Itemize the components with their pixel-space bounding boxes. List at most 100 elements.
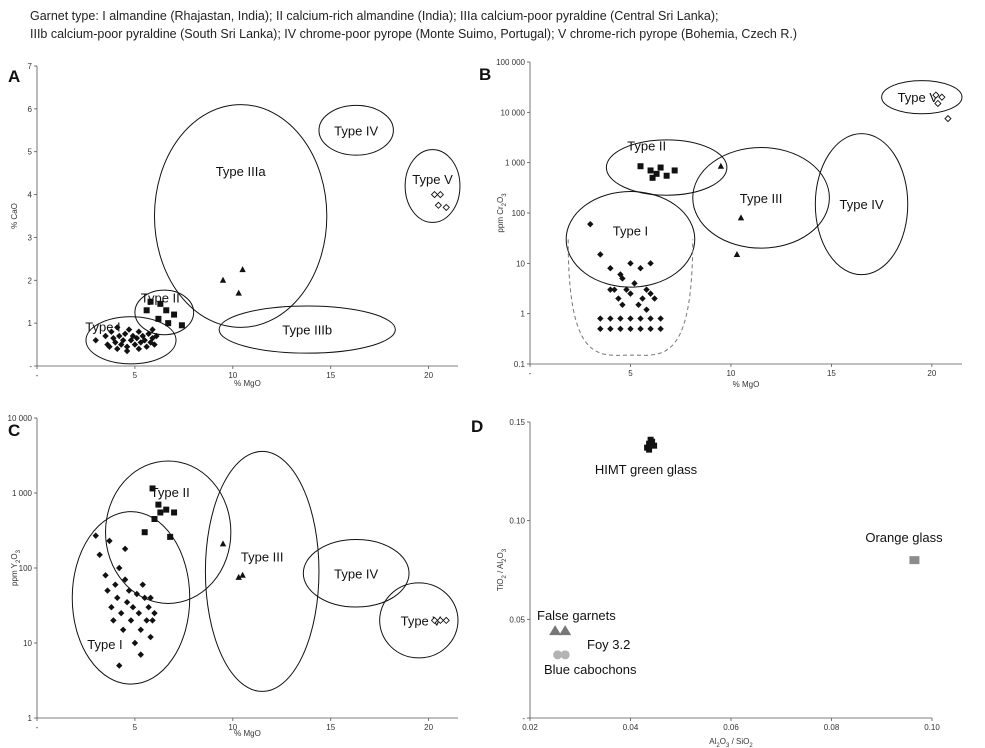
diamond-marker: [119, 337, 127, 344]
triangle-marker: [239, 571, 246, 578]
type-region-ellipse: [85, 316, 177, 365]
square-marker: [646, 440, 653, 447]
x-tick-label: 0.08: [824, 723, 840, 732]
diamond-marker: [617, 271, 624, 278]
diamond-marker: [129, 604, 137, 611]
square-marker: [163, 307, 170, 314]
diamond-marker: [647, 325, 654, 333]
y-tick-label: 100 000: [496, 58, 525, 67]
diamond-marker: [112, 581, 119, 588]
triangle-marker: [717, 162, 725, 169]
type-region-ellipse: [105, 460, 232, 604]
x-axis-label: % MgO: [234, 729, 261, 738]
x-tick-label: 0.04: [623, 723, 639, 732]
type-region-label: Type III: [740, 191, 783, 206]
diamond-marker: [149, 326, 156, 333]
x-tick-label: 15: [827, 369, 836, 378]
type-region-ellipse: [692, 147, 830, 249]
diamond-marker: [102, 332, 109, 340]
type-region-label: Type IV: [334, 566, 378, 581]
diamond-marker: [118, 609, 125, 617]
diamond-marker: [127, 617, 135, 624]
figure-caption: Garnet type: I almandine (Rhajastan, Ind…: [30, 7, 980, 43]
x-tick-label: -: [36, 723, 39, 732]
diamond-marker: [651, 295, 658, 302]
diamond-marker: [116, 332, 123, 340]
square-marker: [649, 174, 656, 181]
diamond-marker: [96, 551, 103, 558]
y-tick-label: 0.05: [509, 615, 525, 624]
x-tick-label: 0.10: [924, 723, 940, 732]
diamond-marker: [114, 324, 121, 331]
diamond-marker: [137, 651, 144, 658]
type-region-label: Type I: [87, 637, 122, 652]
x-tick-label: 10: [228, 723, 237, 732]
square-marker: [165, 320, 172, 327]
gray-circle-marker: [553, 650, 563, 660]
square-marker: [149, 485, 156, 492]
diamond-marker: [145, 604, 152, 611]
type-region-ellipse: [605, 139, 728, 196]
triangle-marker: [235, 573, 242, 580]
open-diamond-marker: [430, 616, 439, 625]
square-marker: [147, 298, 154, 305]
triangle-marker: [235, 289, 242, 296]
square-marker: [663, 172, 670, 179]
triangle-marker: [219, 540, 227, 547]
y-tick-label: 10 000: [8, 414, 33, 423]
diamond-marker: [147, 594, 154, 602]
diamond-marker: [123, 347, 131, 355]
type-region-label: Type II: [627, 139, 666, 154]
y-tick-label: 10 000: [501, 108, 526, 117]
annotation-label: HIMT green glass: [595, 462, 698, 477]
square-marker: [171, 311, 178, 318]
triangle-marker: [733, 250, 741, 257]
type-region-label: Type III: [241, 549, 284, 564]
y-axis-label: ppm Y2O3: [10, 549, 22, 586]
x-tick-label: 0.06: [723, 723, 739, 732]
diamond-marker: [141, 594, 148, 602]
diamond-marker: [623, 286, 630, 293]
annotation-label: False garnets: [537, 608, 616, 623]
diamond-marker: [597, 315, 604, 322]
diamond-marker: [627, 325, 634, 333]
square-marker: [155, 501, 162, 508]
x-tick-label: -: [36, 371, 39, 380]
diamond-marker: [135, 328, 143, 335]
type-region-label: Type V: [401, 613, 442, 628]
type-region-ellipse: [814, 133, 909, 276]
square-marker: [163, 506, 170, 513]
y-tick-label: 10: [516, 259, 525, 268]
y-tick-label: 1: [28, 714, 33, 723]
type-i-dashed-extension: [567, 239, 694, 356]
caption-line-1: Garnet type: I almandine (Rhajastan, Ind…: [30, 9, 719, 23]
diamond-marker: [617, 315, 624, 322]
open-diamond-marker: [436, 190, 445, 199]
y-tick-label: 1: [28, 319, 33, 328]
diamond-marker: [92, 532, 99, 539]
diamond-marker: [147, 633, 154, 641]
type-region-ellipse: [404, 149, 461, 223]
diamond-marker: [597, 325, 604, 333]
diamond-marker: [123, 343, 131, 350]
diamond-marker: [145, 330, 152, 338]
square-marker: [143, 307, 150, 314]
diamond-marker: [143, 617, 150, 624]
diamond-marker: [647, 260, 654, 267]
square-marker: [647, 167, 654, 174]
diamond-marker: [643, 306, 650, 313]
diamond-marker: [106, 343, 113, 350]
diamond-marker: [607, 286, 614, 293]
triangle-marker: [239, 266, 246, 273]
diamond-marker: [151, 341, 158, 348]
type-region-label: Type I: [613, 223, 648, 238]
diamond-marker: [121, 545, 129, 553]
diamond-marker: [587, 220, 594, 228]
square-marker: [651, 442, 658, 449]
x-tick-label: 10: [228, 371, 237, 380]
diamond-marker: [108, 328, 115, 335]
open-diamond-marker: [932, 91, 940, 99]
diamond-marker: [627, 315, 634, 322]
y-tick-label: 100: [512, 209, 526, 218]
